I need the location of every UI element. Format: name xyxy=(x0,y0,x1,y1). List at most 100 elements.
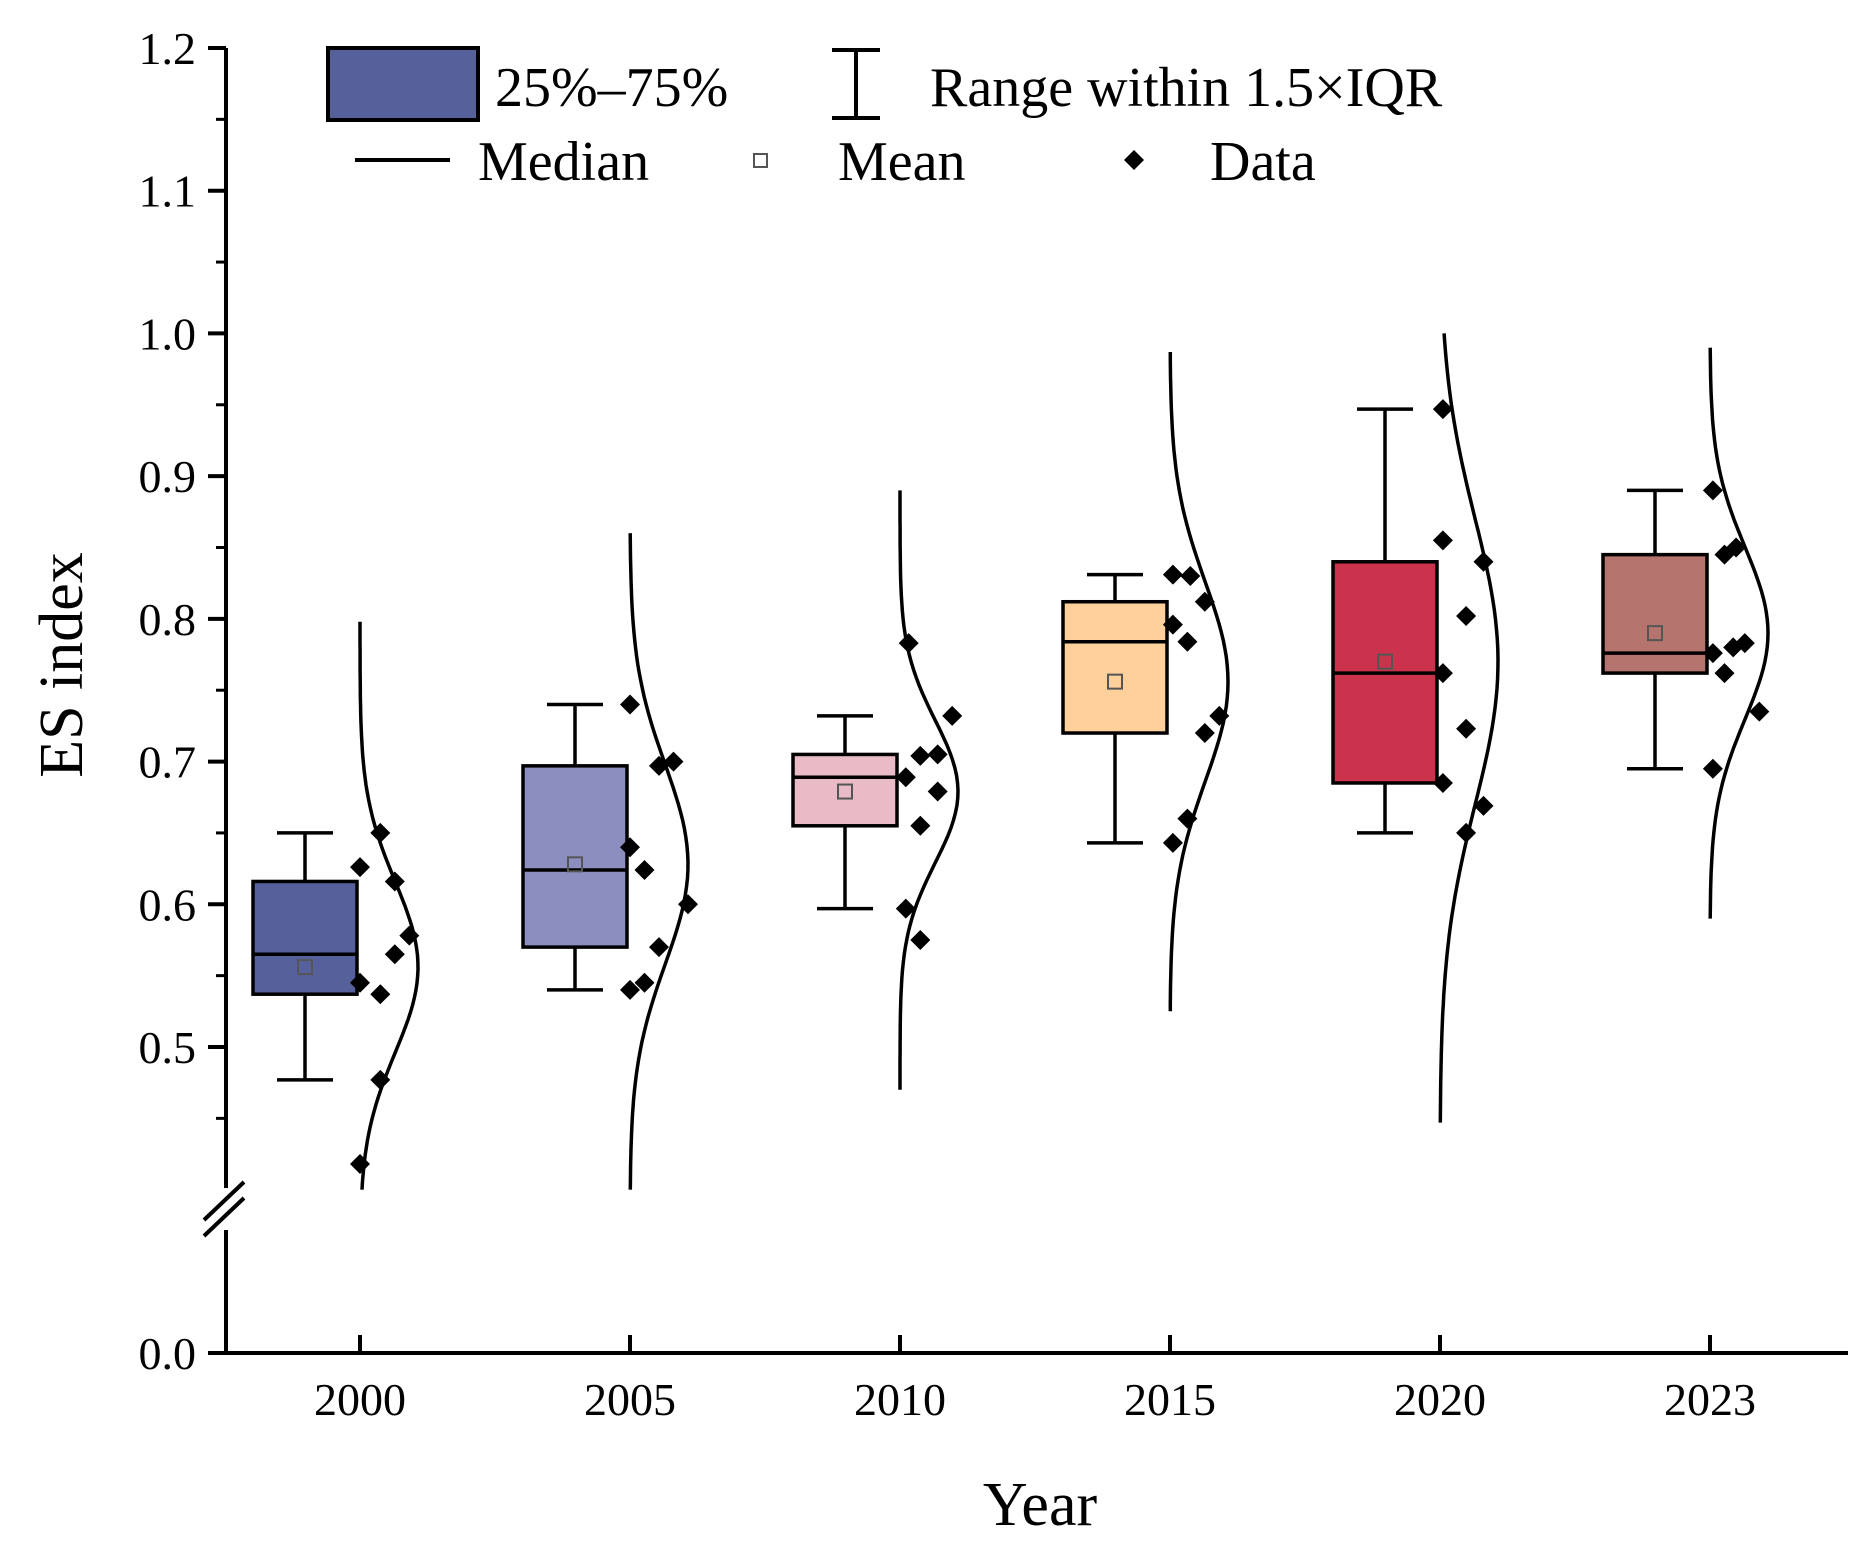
distribution-curve-2005 xyxy=(628,533,690,1190)
data-point xyxy=(634,860,655,881)
mean-marker xyxy=(567,856,583,873)
data-point xyxy=(1194,591,1215,612)
data-point xyxy=(1702,643,1723,664)
data-point xyxy=(910,745,931,766)
data-point xyxy=(1432,399,1453,420)
distribution-curve-2000 xyxy=(358,621,420,1190)
mean-marker xyxy=(297,959,313,976)
data-point xyxy=(1714,663,1735,684)
y-tick-label: 0.9 xyxy=(139,451,197,502)
data-point xyxy=(910,815,931,836)
distribution-curve-2010 xyxy=(898,490,960,1090)
data-point xyxy=(1177,808,1198,829)
data-point xyxy=(384,944,405,965)
data-point xyxy=(663,751,684,772)
legend-data-marker xyxy=(1124,150,1144,170)
data-point xyxy=(370,984,391,1005)
data-point xyxy=(927,744,948,765)
y-tick-label: 0.0 xyxy=(139,1328,197,1379)
y-tick-label: 1.1 xyxy=(139,166,197,217)
data-point xyxy=(910,929,931,950)
data-point xyxy=(1162,832,1183,853)
data-point xyxy=(620,694,640,715)
y-tick-label: 1.2 xyxy=(139,23,197,74)
data-point xyxy=(1456,718,1477,739)
y-tick-label: 0.8 xyxy=(139,594,197,645)
data-point xyxy=(350,1154,370,1175)
data-point xyxy=(1473,551,1494,572)
iqr-box xyxy=(1061,599,1169,735)
mean-marker xyxy=(1377,653,1393,670)
data-point xyxy=(620,979,640,1000)
iqr-box xyxy=(1601,552,1709,675)
data-point xyxy=(1456,822,1477,843)
x-tick-label: 2023 xyxy=(1664,1374,1756,1425)
data-point xyxy=(350,972,370,993)
iqr-box xyxy=(251,879,359,996)
data-point xyxy=(370,822,391,843)
data-point xyxy=(1473,795,1494,816)
box-group-2005 xyxy=(521,702,629,992)
data-point xyxy=(1456,606,1477,627)
y-ticks: 0.0 0.5 0.6 0.7 0.8 0.9 1.0 1.1 1.2 xyxy=(139,23,226,1379)
y-tick-label: 0.6 xyxy=(139,879,197,930)
distribution-curves xyxy=(358,333,1770,1190)
legend-mean-marker xyxy=(753,153,768,168)
x-axis-title: Year xyxy=(983,1471,1098,1539)
legend: 25%–75% Range within 1.5×IQR Median Mean… xyxy=(326,46,1443,193)
axis-break-mark-upper xyxy=(202,1180,246,1222)
data-point xyxy=(384,871,405,892)
data-point xyxy=(1194,723,1215,744)
data-point xyxy=(1702,758,1723,779)
y-tick-label: 0.5 xyxy=(139,1022,197,1073)
y-tick-label: 1.0 xyxy=(139,308,197,359)
legend-median-label: Median xyxy=(478,131,649,193)
x-tick-label: 2010 xyxy=(854,1374,946,1425)
data-point xyxy=(649,937,669,958)
legend-whisker-label: Range within 1.5×IQR xyxy=(930,57,1443,119)
data-point xyxy=(1702,480,1723,501)
data-point xyxy=(1177,631,1198,652)
distribution-curve-2023 xyxy=(1708,347,1770,919)
axis-break-mark-lower xyxy=(202,1196,246,1238)
mean-marker xyxy=(1107,673,1123,690)
data-point xyxy=(678,894,698,915)
x-tick-label: 2015 xyxy=(1124,1374,1216,1425)
data-point xyxy=(1749,701,1770,722)
data-point xyxy=(1162,614,1183,635)
data-point xyxy=(927,781,948,802)
x-ticks: 2000 2005 2010 2015 2020 2023 xyxy=(314,1335,1756,1425)
iqr-box xyxy=(791,752,899,828)
data-point xyxy=(1432,772,1453,793)
data-point xyxy=(1180,566,1201,587)
data-points xyxy=(350,399,1770,1175)
legend-box-swatch xyxy=(326,46,480,122)
distribution-curve-2020 xyxy=(1438,333,1500,1123)
box-group-2015 xyxy=(1061,572,1169,845)
box-group-2000 xyxy=(251,831,359,1082)
y-tick-label: 0.7 xyxy=(139,737,197,788)
axes xyxy=(202,48,1848,1355)
legend-box-label: 25%–75% xyxy=(495,57,728,119)
data-point xyxy=(1726,537,1747,558)
data-point xyxy=(1432,663,1453,684)
y-axis-title: ES index xyxy=(28,552,96,778)
data-point xyxy=(1432,530,1453,551)
data-point xyxy=(399,925,420,946)
data-point xyxy=(1209,705,1230,726)
data-point xyxy=(898,633,919,654)
x-tick-label: 2020 xyxy=(1394,1374,1486,1425)
legend-whisker-icon xyxy=(832,48,880,120)
box-group-2010 xyxy=(791,714,899,911)
mean-marker xyxy=(837,783,853,800)
x-tick-label: 2005 xyxy=(584,1374,676,1425)
data-point xyxy=(942,705,963,726)
data-point xyxy=(370,1069,391,1090)
mean-marker xyxy=(1647,625,1663,642)
data-point xyxy=(1723,637,1744,658)
data-point xyxy=(350,857,370,878)
distribution-curve-2015 xyxy=(1168,352,1230,1012)
data-point xyxy=(649,755,669,776)
legend-data-label: Data xyxy=(1210,131,1316,193)
box-group-2023 xyxy=(1601,488,1709,771)
